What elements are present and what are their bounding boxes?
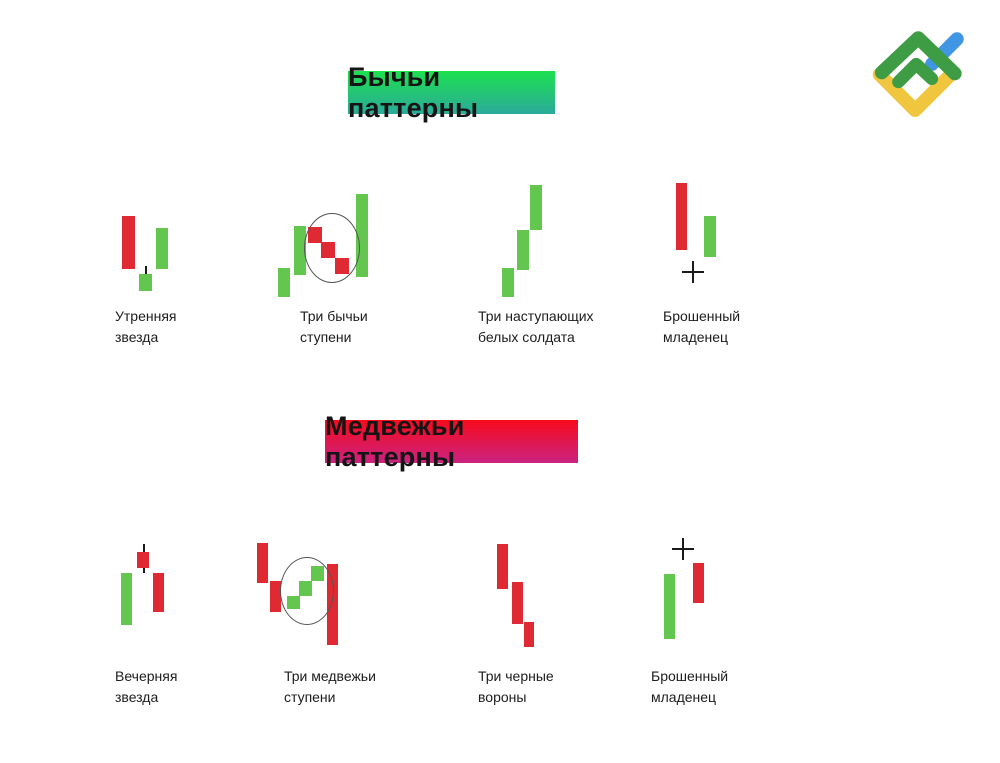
pattern-label-morning-star: Утренняя звезда <box>115 306 177 348</box>
pattern-label-line: Три наступающих <box>478 308 594 324</box>
bullish-candle <box>530 185 542 230</box>
pattern-label-line: ступени <box>300 329 352 345</box>
doji-cross-icon <box>682 261 704 283</box>
pattern-label-line: Три медвежьи <box>284 668 376 684</box>
pattern-label-line: вороны <box>478 689 527 705</box>
pattern-label-line: Три бычьи <box>300 308 368 324</box>
pattern-label-line: младенец <box>663 329 729 345</box>
bullish-candle <box>139 274 152 291</box>
candle-wick <box>145 266 147 276</box>
litefinance-logo <box>866 20 981 125</box>
bullish-candle <box>278 268 290 297</box>
logo-diamond-icon <box>872 31 964 117</box>
bearish-candle <box>122 216 135 269</box>
pattern-label-line: Вечерняя <box>115 668 178 684</box>
bearish-banner-label: Медвежьи паттерны <box>325 410 465 472</box>
bearish-candle <box>524 622 534 647</box>
pattern-label-line: младенец <box>651 689 717 705</box>
bullish-banner-label: Бычьи паттерны <box>348 61 479 123</box>
pattern-label-three-bullish-steps: Три бычьи ступени <box>300 306 368 348</box>
pattern-label-line: звезда <box>115 329 159 345</box>
bullish-candle <box>704 216 716 257</box>
pattern-label-line: Брошенный <box>663 308 741 324</box>
bullish-candle <box>664 574 675 639</box>
highlight-circle <box>304 213 360 283</box>
bullish-patterns-banner: Бычьи паттерны <box>348 62 555 123</box>
highlight-circle <box>280 557 334 625</box>
pattern-label-line: Брошенный <box>651 668 729 684</box>
pattern-label-three-bearish-steps: Три медвежьи ступени <box>284 666 376 708</box>
pattern-label-line: Утренняя <box>115 308 177 324</box>
bearish-candle <box>497 544 508 589</box>
pattern-label-line: ступени <box>284 689 336 705</box>
bullish-candle <box>121 573 132 625</box>
pattern-label-three-black-crows: Три черные вороны <box>478 666 554 708</box>
pattern-label-line: звезда <box>115 689 159 705</box>
pattern-label-line: Три черные <box>478 668 554 684</box>
bearish-candle <box>257 543 268 583</box>
candle-wick <box>143 568 145 573</box>
bearish-patterns-banner: Медвежьи паттерны <box>325 411 578 472</box>
bearish-candle <box>693 563 704 603</box>
bearish-candle <box>137 552 149 568</box>
doji-cross-icon <box>672 538 694 560</box>
bullish-candle <box>294 226 306 275</box>
bearish-candle <box>676 183 687 250</box>
bearish-candle <box>327 564 338 645</box>
bullish-candle <box>502 268 514 297</box>
pattern-label-abandoned-baby-bearish: Брошенный младенец <box>651 666 728 708</box>
bearish-candle <box>153 573 164 612</box>
bullish-candle <box>156 228 168 269</box>
pattern-label-evening-star: Вечерняя звезда <box>115 666 177 708</box>
pattern-label-abandoned-baby-bullish: Брошенный младенец <box>663 306 740 348</box>
pattern-label-three-white-soldiers: Три наступающих белых солдата <box>478 306 594 348</box>
pattern-label-line: белых солдата <box>478 329 575 345</box>
bearish-candle <box>270 581 281 612</box>
bullish-candle <box>517 230 529 270</box>
candle-wick <box>143 544 145 553</box>
bearish-candle <box>512 582 523 624</box>
